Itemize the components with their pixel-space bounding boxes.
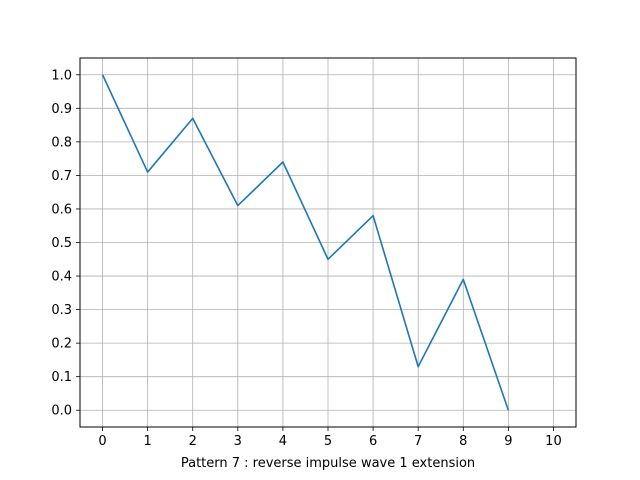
y-tick-label: 0.5 [51,236,72,251]
x-tick-label: 7 [414,434,422,449]
x-tick-label: 2 [189,434,197,449]
x-tick-label: 10 [545,434,562,449]
x-tick-label: 3 [234,434,242,449]
x-tick-label: 9 [504,434,512,449]
x-tick-label: 1 [143,434,151,449]
grid [80,58,576,427]
y-tick-label: 0.4 [51,270,72,285]
y-tick-label: 0.0 [51,404,72,419]
x-tick-label: 0 [98,434,106,449]
x-tick-label: 8 [459,434,467,449]
y-tick-label: 0.1 [51,370,72,385]
y-tick-label: 0.3 [51,303,72,318]
x-tick-label: 5 [324,434,332,449]
x-axis: 0 1 2 3 4 5 6 7 8 9 10 [98,427,562,449]
x-tick-label: 6 [369,434,377,449]
y-tick-label: 0.8 [51,135,72,150]
x-axis-label: Pattern 7 : reverse impulse wave 1 exten… [181,456,475,471]
y-tick-label: 0.2 [51,337,72,352]
x-tick-label: 4 [279,434,287,449]
y-tick-label: 0.7 [51,169,72,184]
series-line [101,74,510,411]
y-tick-label: 0.6 [51,202,72,217]
y-axis: 0.0 0.1 0.2 0.3 0.4 0.5 0.6 0.7 0.8 0.9 1.0 [51,68,80,419]
y-tick-label: 1.0 [51,68,72,83]
y-tick-label: 0.9 [51,102,72,117]
series-layer [101,74,510,411]
